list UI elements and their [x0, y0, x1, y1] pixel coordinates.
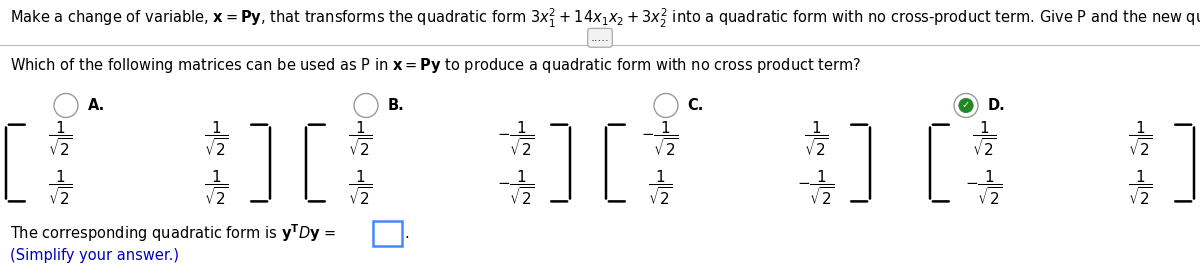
Text: C.: C. — [688, 98, 704, 113]
FancyBboxPatch shape — [373, 221, 402, 246]
Text: D.: D. — [988, 98, 1006, 113]
Text: $-\dfrac{1}{\sqrt{2}}$: $-\dfrac{1}{\sqrt{2}}$ — [965, 168, 1003, 207]
Text: $\dfrac{1}{\sqrt{2}}$: $\dfrac{1}{\sqrt{2}}$ — [1128, 119, 1152, 158]
Text: $\dfrac{1}{\sqrt{2}}$: $\dfrac{1}{\sqrt{2}}$ — [972, 119, 996, 158]
Text: .....: ..... — [590, 31, 610, 44]
Text: ✓: ✓ — [962, 101, 970, 110]
Text: Make a change of variable, $\mathbf{x} = \mathbf{Py}$, that transforms the quadr: Make a change of variable, $\mathbf{x} =… — [10, 7, 1200, 30]
Text: Which of the following matrices can be used as P in $\mathbf{x} = \mathbf{Py}$ t: Which of the following matrices can be u… — [10, 56, 862, 75]
Text: $-\dfrac{1}{\sqrt{2}}$: $-\dfrac{1}{\sqrt{2}}$ — [797, 168, 835, 207]
Text: $\dfrac{1}{\sqrt{2}}$: $\dfrac{1}{\sqrt{2}}$ — [48, 168, 72, 207]
Text: $-\dfrac{1}{\sqrt{2}}$: $-\dfrac{1}{\sqrt{2}}$ — [641, 119, 679, 158]
Text: $-\dfrac{1}{\sqrt{2}}$: $-\dfrac{1}{\sqrt{2}}$ — [497, 168, 535, 207]
Text: $\dfrac{1}{\sqrt{2}}$: $\dfrac{1}{\sqrt{2}}$ — [804, 119, 828, 158]
Text: A.: A. — [88, 98, 104, 113]
Text: $\dfrac{1}{\sqrt{2}}$: $\dfrac{1}{\sqrt{2}}$ — [204, 119, 228, 158]
Text: (Simplify your answer.): (Simplify your answer.) — [10, 248, 179, 263]
Text: $-\dfrac{1}{\sqrt{2}}$: $-\dfrac{1}{\sqrt{2}}$ — [497, 119, 535, 158]
Text: $\dfrac{1}{\sqrt{2}}$: $\dfrac{1}{\sqrt{2}}$ — [48, 119, 72, 158]
Text: $\dfrac{1}{\sqrt{2}}$: $\dfrac{1}{\sqrt{2}}$ — [348, 168, 372, 207]
Text: $\dfrac{1}{\sqrt{2}}$: $\dfrac{1}{\sqrt{2}}$ — [348, 119, 372, 158]
Text: .: . — [404, 226, 409, 241]
Text: $\dfrac{1}{\sqrt{2}}$: $\dfrac{1}{\sqrt{2}}$ — [648, 168, 672, 207]
Text: $\dfrac{1}{\sqrt{2}}$: $\dfrac{1}{\sqrt{2}}$ — [1128, 168, 1152, 207]
Text: B.: B. — [388, 98, 404, 113]
Text: The corresponding quadratic form is $\mathbf{y}^\mathbf{T}D\mathbf{y}$ =: The corresponding quadratic form is $\ma… — [10, 222, 337, 244]
Ellipse shape — [959, 98, 973, 113]
Text: $\dfrac{1}{\sqrt{2}}$: $\dfrac{1}{\sqrt{2}}$ — [204, 168, 228, 207]
